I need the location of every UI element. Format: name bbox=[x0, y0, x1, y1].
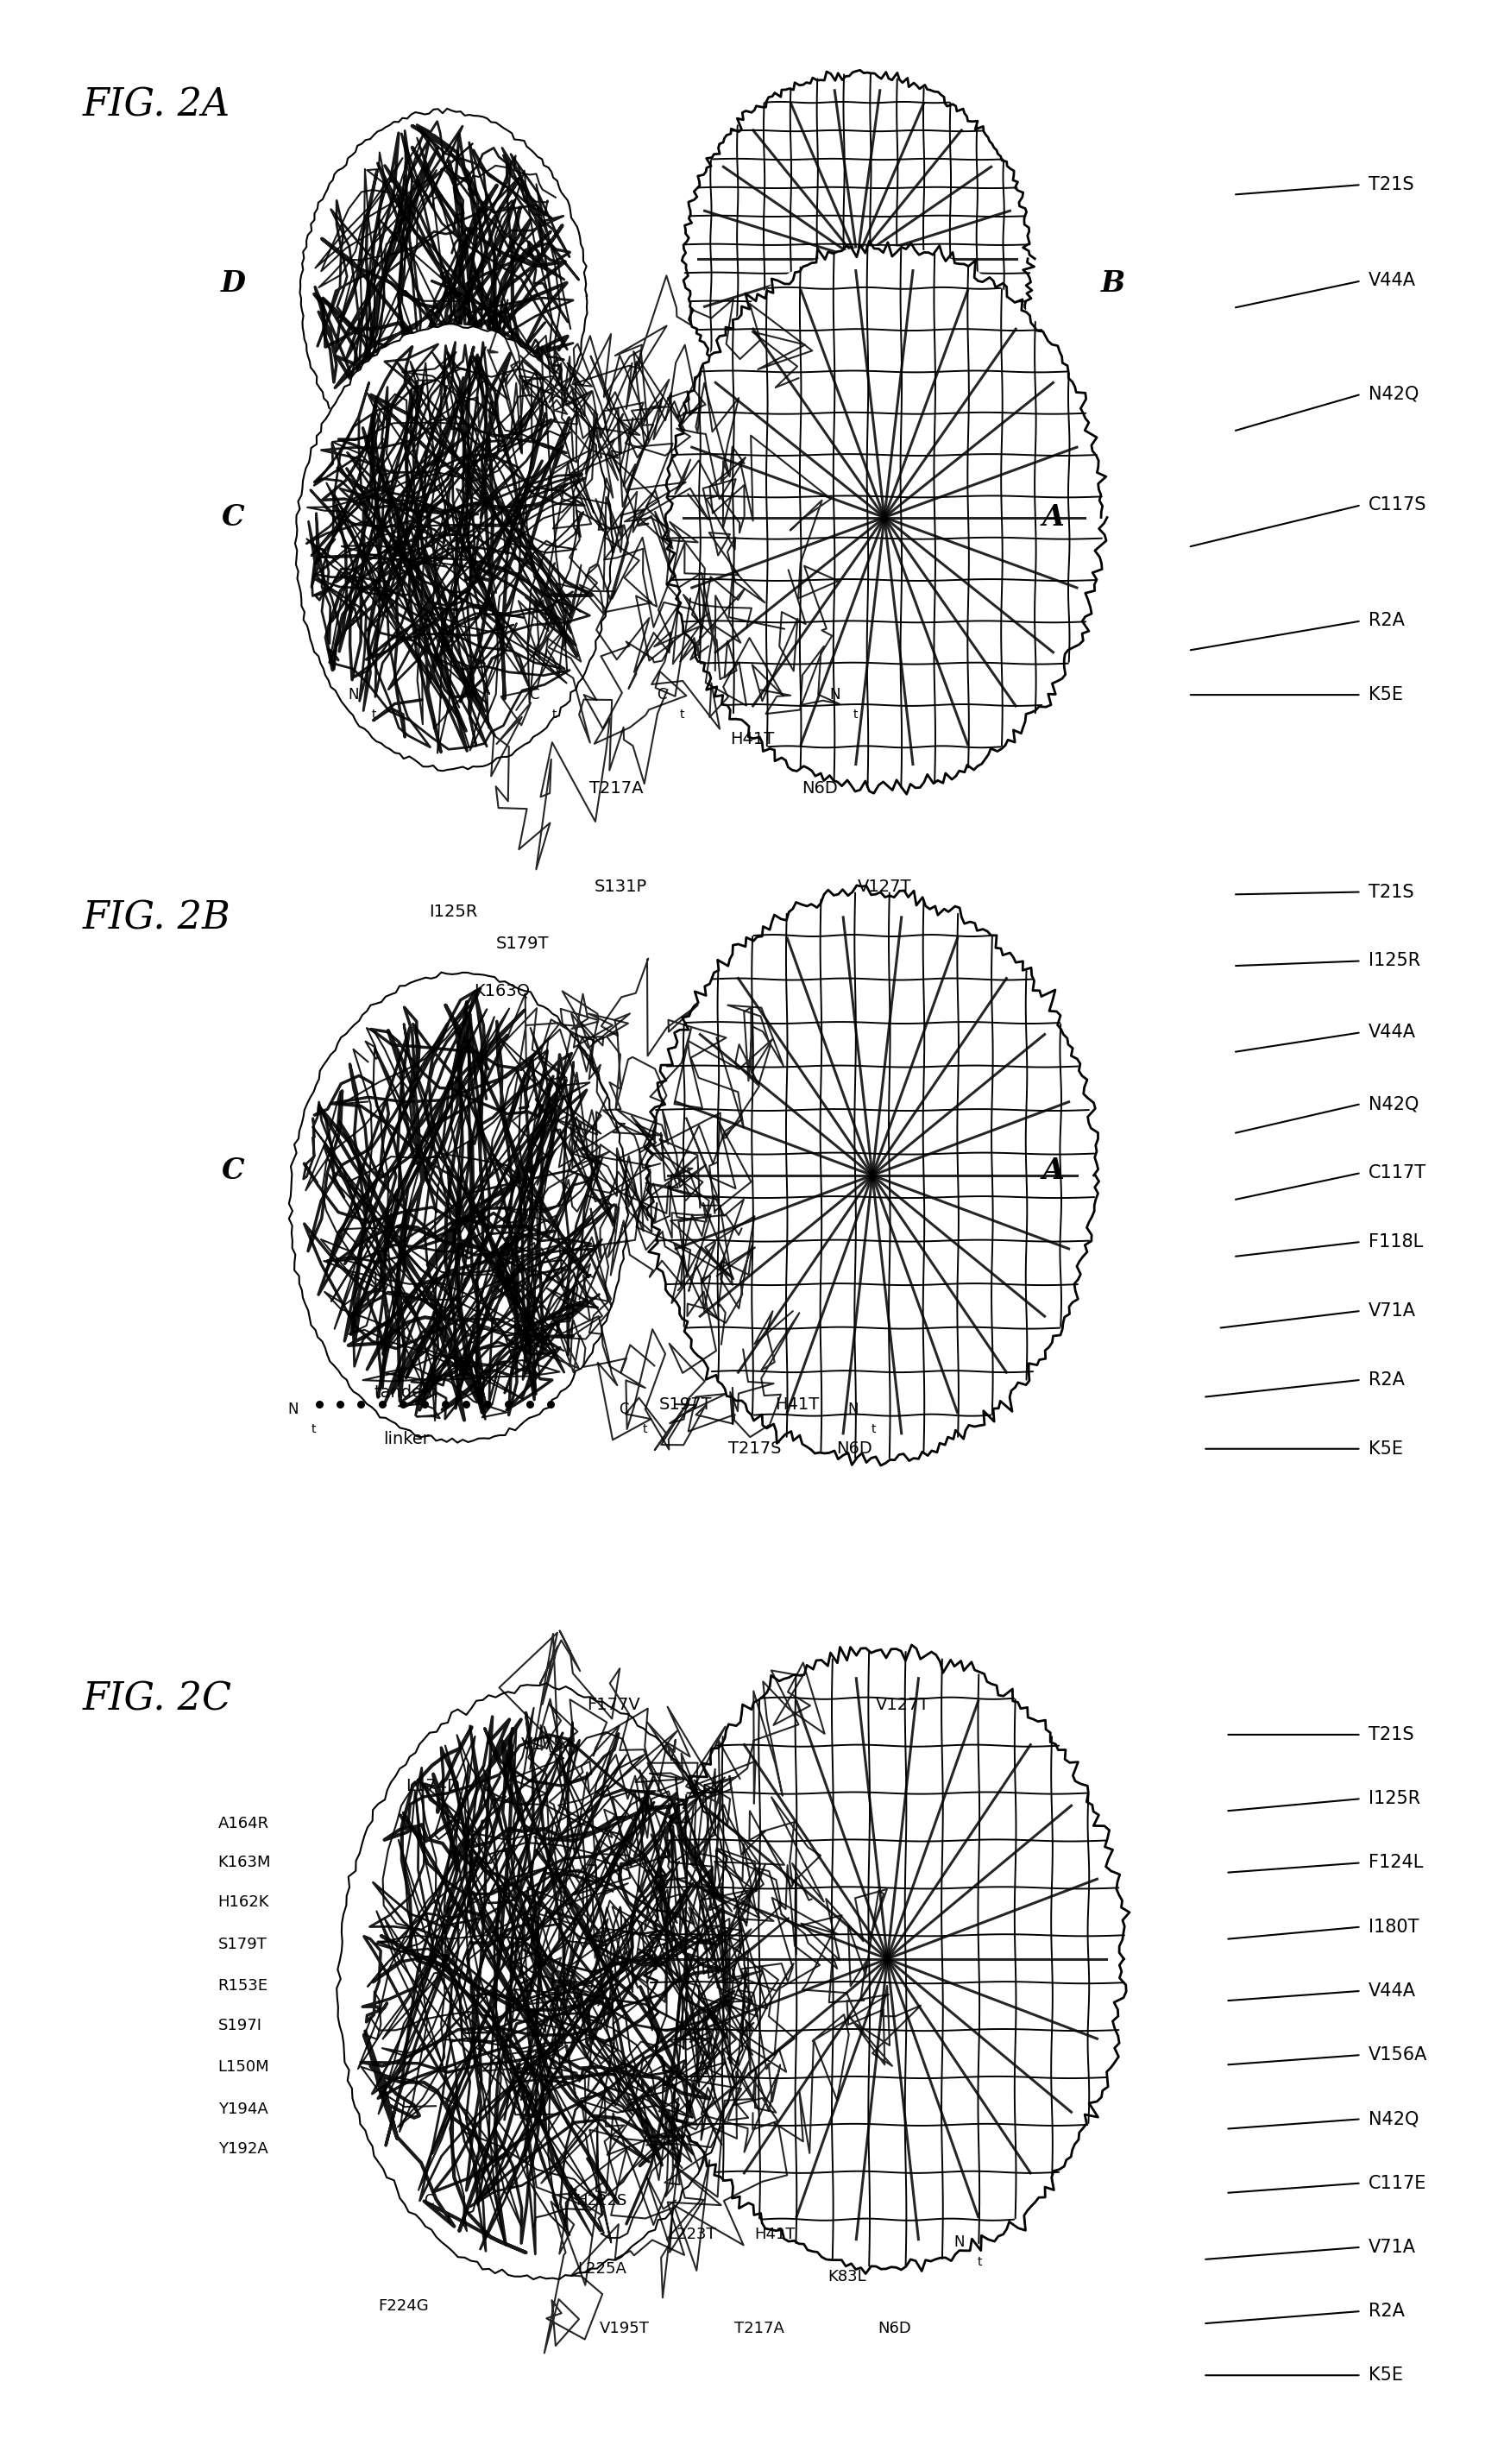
Text: C117T: C117T bbox=[1369, 1163, 1427, 1183]
Text: t: t bbox=[642, 1424, 647, 1434]
Text: S197I: S197I bbox=[218, 2018, 262, 2033]
Text: F177V: F177V bbox=[587, 1698, 641, 1712]
Text: V44A: V44A bbox=[1369, 1981, 1417, 2001]
Text: K5E: K5E bbox=[1369, 1439, 1403, 1459]
Text: A: A bbox=[1042, 1156, 1063, 1185]
Text: H41T: H41T bbox=[729, 732, 775, 747]
Text: F124L: F124L bbox=[1369, 1853, 1423, 1873]
Text: K5E: K5E bbox=[1369, 685, 1403, 705]
Text: t: t bbox=[680, 710, 684, 719]
Text: C: C bbox=[221, 503, 245, 532]
Text: N6D: N6D bbox=[802, 781, 838, 796]
Text: T21S: T21S bbox=[1369, 882, 1414, 902]
Text: N42Q: N42Q bbox=[1369, 384, 1418, 404]
Text: S197T: S197T bbox=[659, 1397, 713, 1412]
Polygon shape bbox=[666, 246, 1102, 788]
Text: T217A: T217A bbox=[734, 2321, 785, 2336]
Text: N: N bbox=[347, 687, 359, 702]
Text: C117E: C117E bbox=[1369, 2173, 1427, 2193]
Text: linker: linker bbox=[384, 1432, 429, 1446]
Text: A164R: A164R bbox=[218, 1816, 269, 1831]
Text: C: C bbox=[529, 687, 538, 702]
Text: V195T: V195T bbox=[599, 2321, 650, 2336]
Text: V71A: V71A bbox=[1369, 1301, 1417, 1321]
Text: V44A: V44A bbox=[1369, 271, 1417, 291]
Text: N42Q: N42Q bbox=[1369, 2109, 1418, 2129]
Text: FIG. 2C: FIG. 2C bbox=[83, 1680, 232, 1717]
Text: t: t bbox=[311, 1424, 316, 1434]
Text: t: t bbox=[371, 710, 376, 719]
Text: I180T: I180T bbox=[1369, 1917, 1420, 1937]
Polygon shape bbox=[301, 111, 587, 480]
Text: I125R: I125R bbox=[1369, 1789, 1420, 1809]
Text: H41T: H41T bbox=[775, 1397, 820, 1412]
Text: V156A: V156A bbox=[1369, 2045, 1427, 2065]
Text: R2A: R2A bbox=[1369, 2301, 1405, 2321]
Text: N6D: N6D bbox=[878, 2321, 911, 2336]
Text: T217A: T217A bbox=[590, 781, 644, 796]
Text: N: N bbox=[954, 2235, 966, 2250]
Text: B: B bbox=[1101, 269, 1125, 298]
Text: t: t bbox=[978, 2257, 982, 2267]
Text: t: t bbox=[853, 710, 857, 719]
Polygon shape bbox=[290, 973, 627, 1441]
Text: t: t bbox=[447, 2215, 451, 2225]
Text: I125R: I125R bbox=[1369, 951, 1420, 971]
Text: tandem: tandem bbox=[373, 1385, 439, 1400]
Text: H162K: H162K bbox=[218, 1895, 269, 1910]
Text: R153E: R153E bbox=[218, 1979, 268, 1993]
Text: K5E: K5E bbox=[1369, 2365, 1403, 2385]
Text: R2A: R2A bbox=[1369, 611, 1405, 631]
Text: N6D: N6D bbox=[836, 1441, 872, 1456]
Text: H222S: H222S bbox=[576, 2193, 627, 2208]
Text: N: N bbox=[847, 1402, 859, 1417]
Text: T21S: T21S bbox=[1369, 175, 1414, 195]
Text: R2A: R2A bbox=[1369, 1370, 1405, 1390]
Text: S179T: S179T bbox=[218, 1937, 268, 1951]
Text: L225A: L225A bbox=[578, 2262, 626, 2277]
Text: V127T: V127T bbox=[857, 880, 911, 894]
Text: S131P: S131P bbox=[594, 880, 647, 894]
Text: C117S: C117S bbox=[1369, 495, 1427, 515]
Text: K163M: K163M bbox=[218, 1855, 271, 1870]
Text: L150M: L150M bbox=[218, 2060, 269, 2075]
Text: H41T: H41T bbox=[754, 2227, 796, 2242]
Text: F224G: F224G bbox=[378, 2299, 429, 2314]
Text: K83L: K83L bbox=[827, 2269, 866, 2284]
Polygon shape bbox=[650, 892, 1095, 1459]
Text: V44A: V44A bbox=[1369, 1023, 1417, 1042]
Text: N42Q: N42Q bbox=[1369, 1094, 1418, 1114]
Text: V175A: V175A bbox=[522, 1737, 576, 1752]
Text: FIG. 2B: FIG. 2B bbox=[83, 899, 232, 936]
Polygon shape bbox=[338, 1688, 744, 2279]
Text: C: C bbox=[657, 687, 666, 702]
Text: V127T: V127T bbox=[875, 1698, 929, 1712]
Text: t: t bbox=[552, 710, 556, 719]
Text: N: N bbox=[829, 687, 841, 702]
Polygon shape bbox=[650, 1651, 1125, 2267]
Text: Y192A: Y192A bbox=[218, 2141, 268, 2156]
Text: D: D bbox=[221, 269, 245, 298]
Text: I125R: I125R bbox=[429, 904, 477, 919]
Text: C: C bbox=[620, 1402, 629, 1417]
Text: T217S: T217S bbox=[728, 1441, 782, 1456]
Text: S179T: S179T bbox=[496, 936, 549, 951]
Polygon shape bbox=[296, 325, 612, 769]
Text: K163Q: K163Q bbox=[474, 983, 529, 998]
Text: N: N bbox=[287, 1402, 299, 1417]
Text: C: C bbox=[424, 2193, 433, 2208]
Text: t: t bbox=[871, 1424, 875, 1434]
Polygon shape bbox=[684, 74, 1030, 444]
Text: FIG. 2A: FIG. 2A bbox=[83, 86, 230, 123]
Text: V71A: V71A bbox=[1369, 2237, 1417, 2257]
Text: C: C bbox=[221, 1156, 245, 1185]
Text: L174D: L174D bbox=[406, 1779, 460, 1794]
Text: F118L: F118L bbox=[1369, 1232, 1423, 1252]
Text: A: A bbox=[1042, 503, 1063, 532]
Text: Y194A: Y194A bbox=[218, 2102, 268, 2117]
Text: L223T: L223T bbox=[668, 2227, 716, 2242]
Text: T21S: T21S bbox=[1369, 1725, 1414, 1745]
